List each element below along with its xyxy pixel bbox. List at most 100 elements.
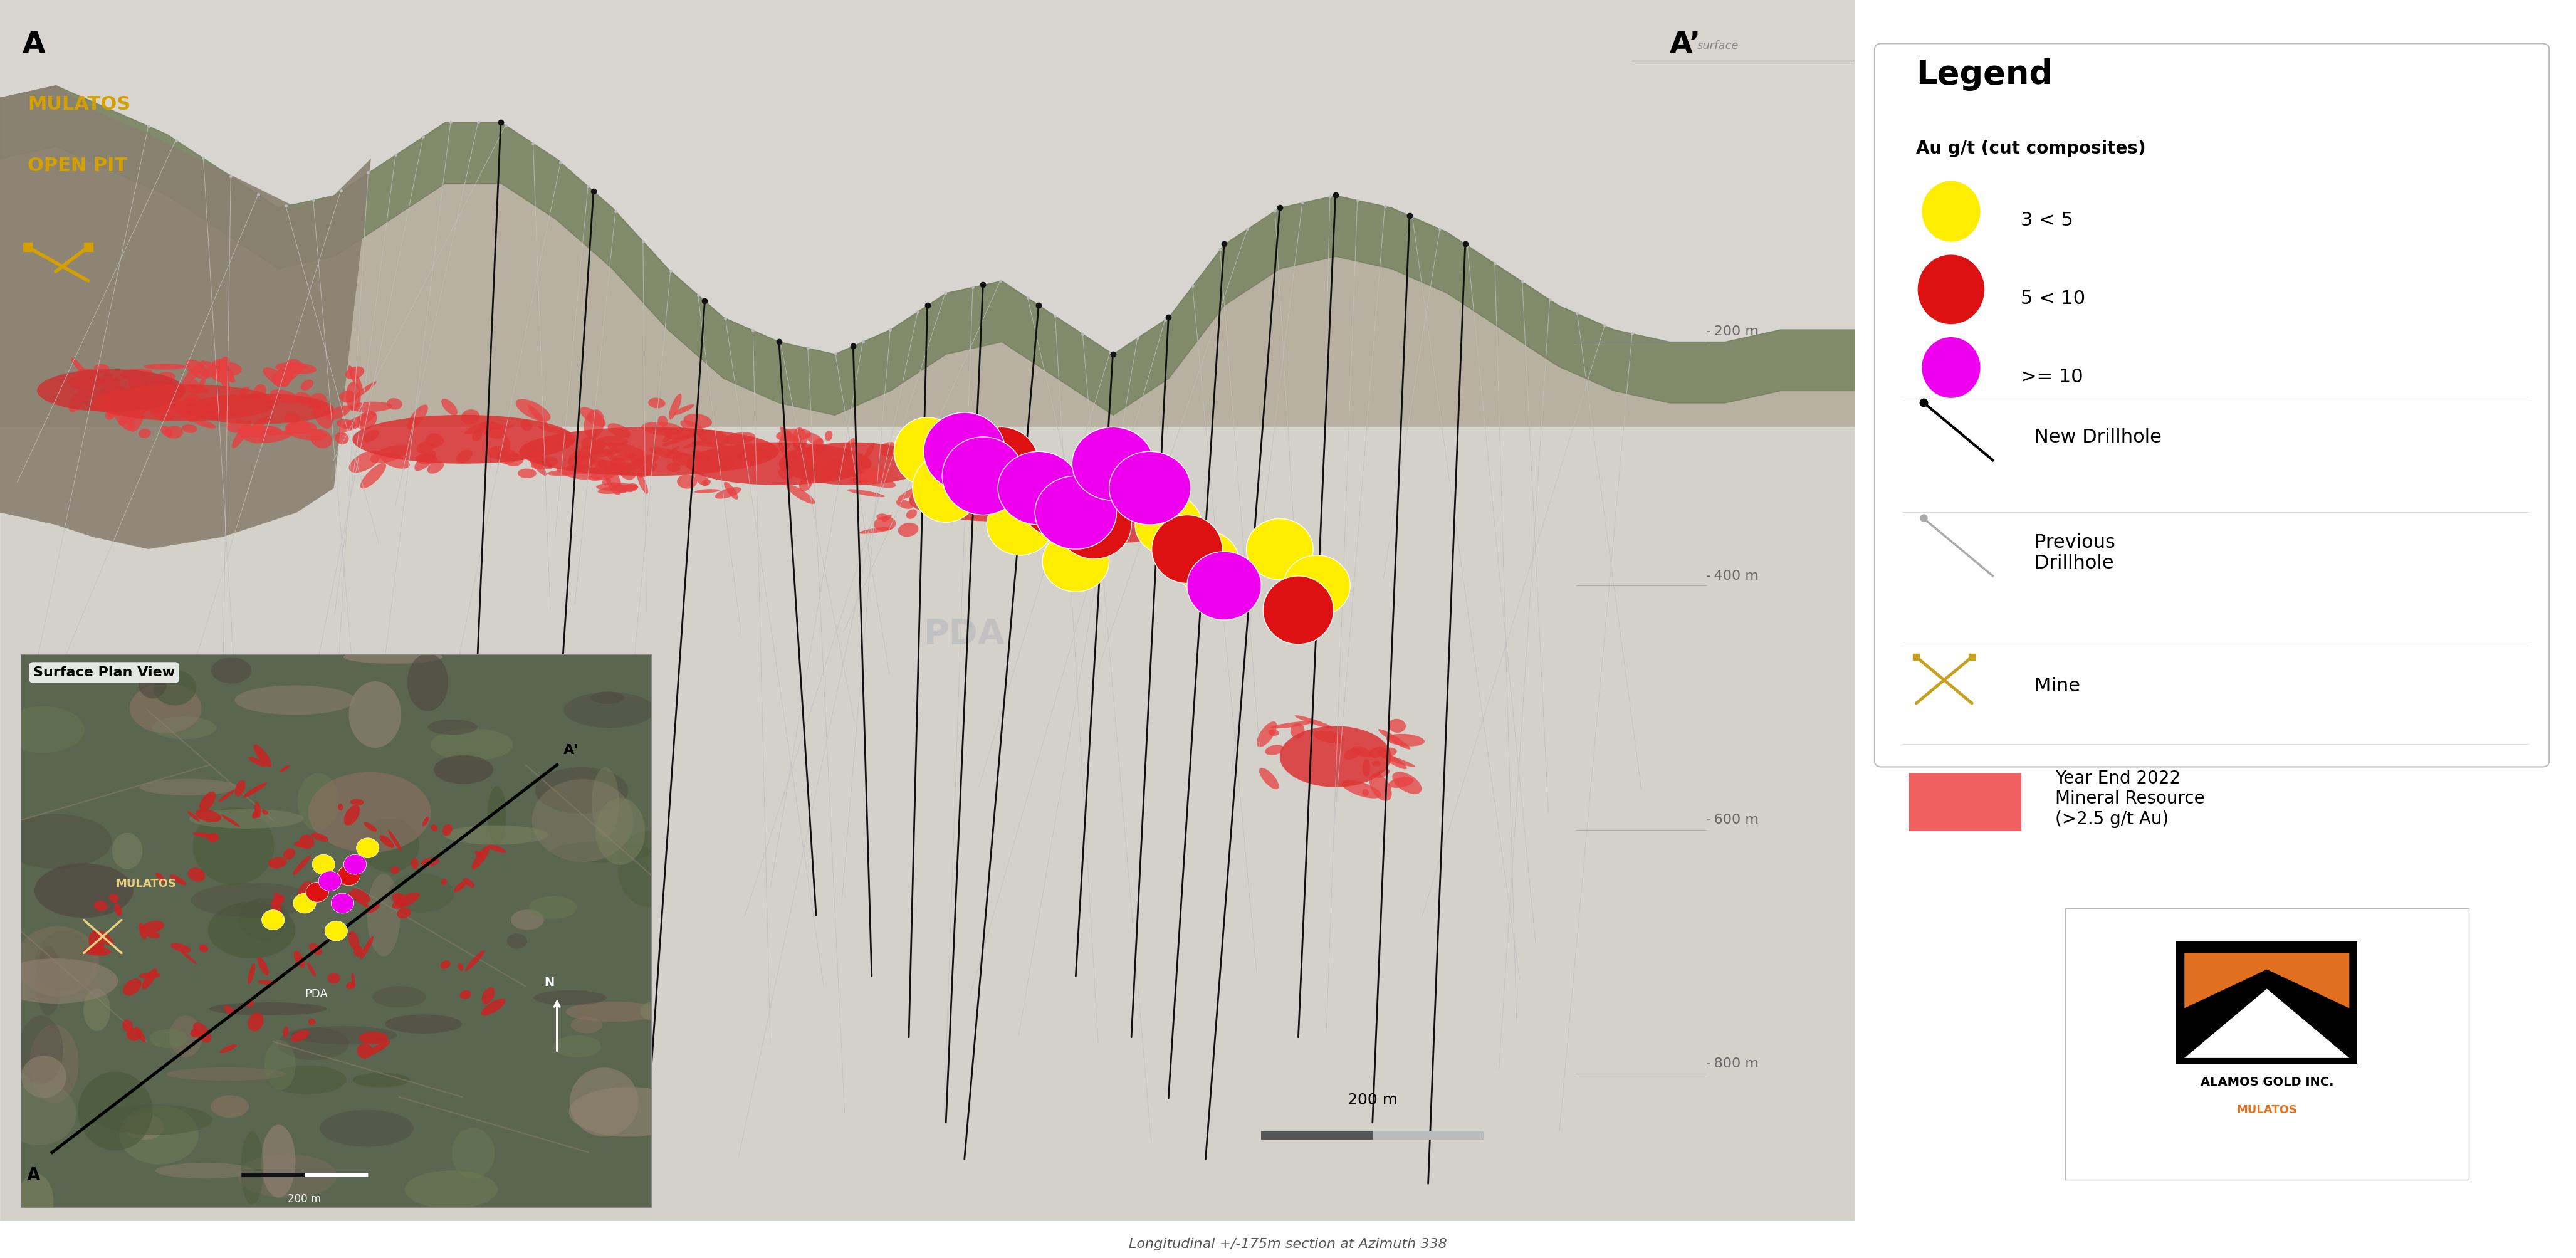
Ellipse shape [113, 401, 131, 414]
Ellipse shape [1378, 730, 1412, 750]
Circle shape [312, 854, 335, 874]
Ellipse shape [260, 394, 270, 403]
Ellipse shape [90, 398, 134, 410]
Ellipse shape [309, 891, 325, 901]
Circle shape [307, 882, 330, 902]
Ellipse shape [605, 467, 621, 494]
Text: A’: A’ [1669, 30, 1700, 59]
Ellipse shape [482, 421, 507, 439]
Ellipse shape [219, 374, 229, 392]
Ellipse shape [188, 401, 216, 420]
Ellipse shape [327, 405, 350, 420]
Ellipse shape [358, 1043, 374, 1059]
Ellipse shape [350, 972, 355, 989]
Ellipse shape [379, 835, 394, 848]
Ellipse shape [345, 366, 363, 380]
Ellipse shape [611, 482, 626, 493]
Ellipse shape [263, 426, 283, 435]
Ellipse shape [129, 399, 142, 415]
Text: Au g/t (cut composites): Au g/t (cut composites) [1917, 140, 2146, 157]
Circle shape [319, 871, 340, 891]
Ellipse shape [793, 428, 806, 452]
Ellipse shape [118, 399, 142, 418]
Ellipse shape [183, 360, 206, 386]
Ellipse shape [340, 391, 358, 403]
Ellipse shape [98, 1105, 211, 1135]
Ellipse shape [258, 956, 268, 975]
Ellipse shape [33, 863, 134, 917]
Ellipse shape [312, 833, 330, 842]
Ellipse shape [299, 834, 314, 849]
Ellipse shape [471, 845, 489, 869]
Ellipse shape [170, 874, 185, 886]
Ellipse shape [268, 857, 286, 868]
Ellipse shape [283, 365, 307, 374]
Ellipse shape [618, 462, 636, 479]
Text: MULATOS: MULATOS [2236, 1105, 2298, 1116]
Ellipse shape [299, 881, 314, 902]
Ellipse shape [3, 706, 85, 754]
Ellipse shape [1172, 531, 1239, 591]
Ellipse shape [144, 390, 162, 401]
Ellipse shape [1391, 772, 1422, 794]
Ellipse shape [662, 434, 672, 443]
Ellipse shape [193, 1023, 211, 1043]
Ellipse shape [149, 399, 180, 414]
Ellipse shape [209, 1003, 327, 1015]
Text: PDA: PDA [925, 618, 1005, 652]
Ellipse shape [139, 972, 160, 979]
Ellipse shape [464, 421, 495, 434]
Ellipse shape [804, 438, 822, 460]
Polygon shape [0, 86, 371, 548]
Ellipse shape [337, 804, 343, 810]
Text: Year End 2022
Mineral Resource
(>2.5 g/t Au): Year End 2022 Mineral Resource (>2.5 g/t… [2056, 770, 2205, 828]
Ellipse shape [538, 425, 572, 434]
Ellipse shape [345, 381, 361, 411]
Ellipse shape [121, 401, 149, 409]
Ellipse shape [1020, 468, 1033, 497]
Text: Mine: Mine [2035, 677, 2081, 694]
Ellipse shape [209, 833, 219, 843]
Ellipse shape [629, 452, 647, 472]
Ellipse shape [585, 409, 605, 439]
Ellipse shape [384, 1014, 461, 1034]
Ellipse shape [1136, 494, 1203, 555]
Ellipse shape [211, 360, 229, 374]
Ellipse shape [211, 658, 252, 683]
Ellipse shape [366, 873, 399, 956]
Ellipse shape [283, 848, 296, 859]
Ellipse shape [1023, 503, 1056, 518]
Ellipse shape [440, 399, 459, 415]
Ellipse shape [428, 720, 477, 735]
Ellipse shape [222, 362, 242, 375]
Ellipse shape [201, 367, 219, 377]
Ellipse shape [507, 933, 528, 949]
Ellipse shape [1373, 761, 1381, 766]
Circle shape [343, 854, 366, 874]
Ellipse shape [456, 450, 471, 463]
Ellipse shape [98, 931, 113, 946]
Ellipse shape [873, 517, 896, 531]
Ellipse shape [178, 949, 196, 964]
Ellipse shape [858, 476, 896, 488]
Ellipse shape [1036, 511, 1054, 521]
Ellipse shape [294, 842, 307, 848]
Ellipse shape [739, 450, 755, 462]
Ellipse shape [350, 799, 363, 805]
Ellipse shape [36, 946, 62, 1015]
Ellipse shape [348, 682, 402, 747]
Ellipse shape [165, 426, 183, 439]
Text: N: N [544, 977, 554, 989]
Ellipse shape [1342, 780, 1381, 799]
Ellipse shape [569, 1068, 639, 1136]
Ellipse shape [312, 400, 332, 429]
Ellipse shape [590, 439, 603, 455]
Ellipse shape [595, 483, 639, 492]
Ellipse shape [420, 858, 440, 867]
Ellipse shape [502, 437, 510, 452]
Ellipse shape [925, 413, 1005, 491]
Ellipse shape [283, 1027, 289, 1038]
Ellipse shape [497, 449, 518, 464]
Ellipse shape [1314, 731, 1345, 743]
Ellipse shape [386, 398, 402, 410]
